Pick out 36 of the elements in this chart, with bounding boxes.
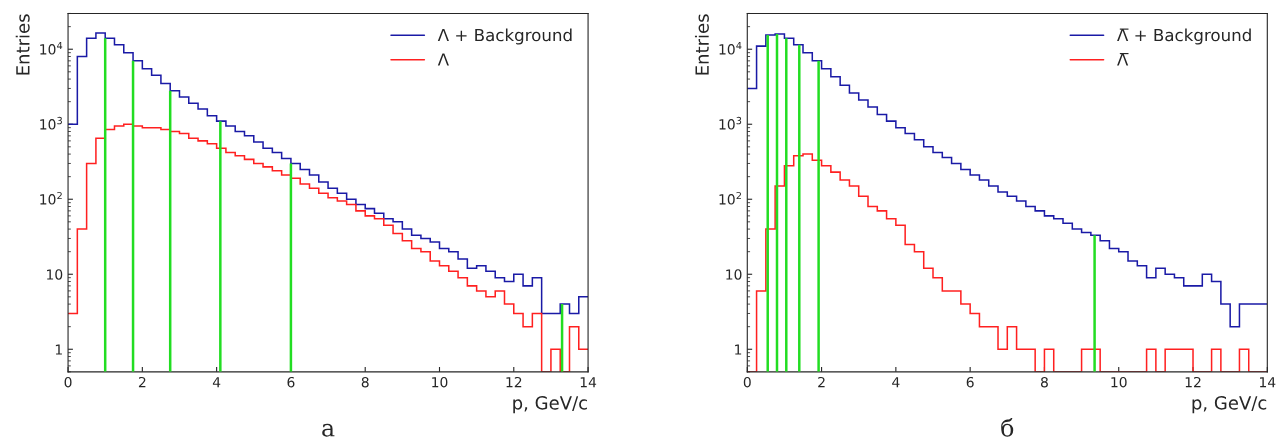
x-tick-label: 10 <box>432 376 448 388</box>
x-axis-title: p, GeV/c <box>1192 396 1267 414</box>
y-tick-label: 1 <box>55 344 62 355</box>
x-tick-label: 14 <box>580 377 597 388</box>
x-tick-label: 8 <box>1040 376 1048 388</box>
text: б <box>1001 418 1014 437</box>
y-tick-label: 10 <box>47 269 63 280</box>
x-tick-label: 6 <box>966 376 974 388</box>
x-tick-label: 8 <box>361 376 369 388</box>
y-axis-title: Entries <box>694 14 709 75</box>
legend-label: Λ + Background <box>437 28 572 45</box>
legend-label: Λ <box>437 53 449 66</box>
text: а <box>322 423 335 437</box>
x-tick-label: 2 <box>818 376 825 388</box>
x-tick-label: 6 <box>287 376 295 388</box>
x-tick-label: 14 <box>1260 377 1276 388</box>
y-tick-label: 1 <box>735 344 742 355</box>
x-tick-label: 4 <box>212 377 221 388</box>
y-tick-label: 10$^{3}$ <box>719 116 742 130</box>
x-tick-label: 2 <box>138 376 146 388</box>
y-tick-label: 10$^{4}$ <box>40 42 63 55</box>
y-tick-label: 10$^{2}$ <box>40 191 62 205</box>
y-tick-label: 10$^{3}$ <box>40 116 62 130</box>
y-axis-title: Entries <box>15 14 30 75</box>
x-tick-label: 0 <box>64 376 72 388</box>
x-tick-label: 12 <box>1185 376 1201 388</box>
x-tick-label: 12 <box>506 376 522 388</box>
y-tick-label: 10 <box>726 269 742 280</box>
y-tick-label: 10$^{4}$ <box>719 42 742 55</box>
x-tick-label: 4 <box>892 377 900 388</box>
legend-label: Λ̅ + Background <box>1117 28 1251 45</box>
x-axis-title: p, GeV/c <box>513 396 587 414</box>
x-tick-label: 0 <box>743 376 751 388</box>
x-tick-label: 10 <box>1111 376 1127 388</box>
y-tick-label: 10$^{2}$ <box>719 191 741 205</box>
legend-label: Λ̅ <box>1117 53 1129 66</box>
